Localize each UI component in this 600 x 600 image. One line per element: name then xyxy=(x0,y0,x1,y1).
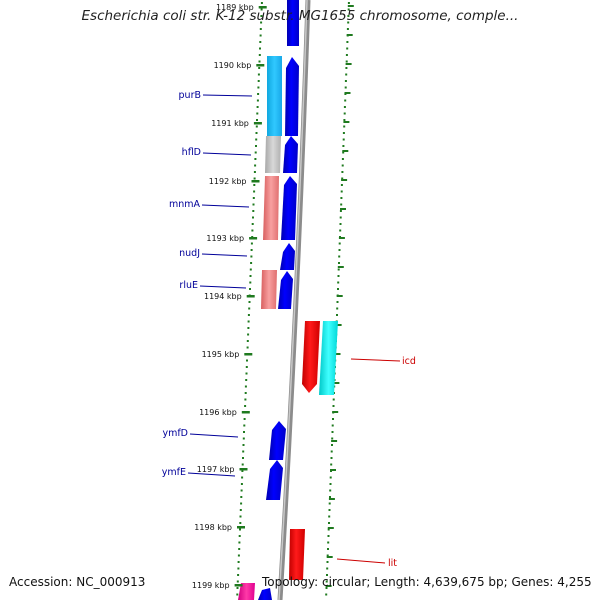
forward-gene-block xyxy=(266,460,283,500)
gene-label-ymfE: ymfE xyxy=(162,467,186,478)
kbp-tick xyxy=(251,180,260,183)
gene-label-hflD: hflD xyxy=(182,147,201,158)
outer-tick-ring xyxy=(325,2,354,596)
kbp-label: 1192 kbp xyxy=(209,177,247,186)
kbp-tick xyxy=(244,353,253,356)
accession-text: Accession: NC_000913 xyxy=(9,575,146,589)
kbp-tick xyxy=(246,295,255,298)
gene-label-lit: lit xyxy=(388,558,397,569)
kbp-label: 1194 kbp xyxy=(204,292,242,301)
kbp-tick xyxy=(249,237,258,240)
forward-gene-block xyxy=(287,0,299,46)
gene-label-ymfD: ymfD xyxy=(162,428,188,439)
gene-leader-line xyxy=(187,472,236,477)
kbp-tick xyxy=(239,468,248,471)
gene-leader-line xyxy=(201,253,248,257)
kbp-tick xyxy=(237,526,245,529)
kbp-tick xyxy=(258,6,267,9)
reverse-gene-block xyxy=(302,321,320,393)
kbp-label: 1191 kbp xyxy=(211,119,249,128)
category-block xyxy=(238,583,255,600)
gene-leader-line xyxy=(189,433,239,438)
kbp-label: 1197 kbp xyxy=(197,465,235,474)
gene-labels: purB hflD mnmA nudJ rluE ymfD ymfE icd lit xyxy=(162,90,416,569)
gene-label-mnmA: mnmA xyxy=(169,199,201,210)
kbp-tick xyxy=(234,584,243,587)
category-block xyxy=(265,136,281,173)
gene-leader-line xyxy=(336,558,386,564)
kbp-label: 1198 kbp xyxy=(194,523,232,532)
reverse-gene-block xyxy=(289,529,305,580)
gene-label-icd: icd xyxy=(402,356,416,367)
category-block xyxy=(261,270,277,309)
kbp-tick xyxy=(241,411,250,414)
kbp-label: 1199 kbp xyxy=(192,581,230,590)
forward-gene-block xyxy=(283,136,298,173)
forward-gene-block xyxy=(280,243,295,270)
forward-gene-block xyxy=(285,57,299,136)
gene-leader-line xyxy=(202,94,253,97)
kbp-label: 1190 kbp xyxy=(214,61,252,70)
map-title: Escherichia coli str. K-12 substr. MG165… xyxy=(81,8,519,24)
kbp-label: 1189 kbp xyxy=(216,3,254,12)
gene-leader-line xyxy=(199,285,247,289)
gene-leader-line xyxy=(202,152,252,156)
gene-label-purB: purB xyxy=(179,90,201,101)
category-block xyxy=(319,321,338,395)
forward-gene-block xyxy=(278,271,293,309)
gene-leader-line xyxy=(350,358,401,362)
forward-gene-block xyxy=(258,588,272,600)
backbone-highlight xyxy=(278,0,308,600)
kbp-label: 1193 kbp xyxy=(206,234,244,243)
forward-gene-block xyxy=(269,421,286,460)
kbp-label: 1195 kbp xyxy=(202,350,240,359)
kbp-tick xyxy=(253,122,262,125)
topology-text: Topology: circular; Length: 4,639,675 bp… xyxy=(262,575,592,589)
gene-blocks xyxy=(238,0,338,600)
kbp-label: 1196 kbp xyxy=(199,408,237,417)
forward-gene-block xyxy=(281,176,297,240)
inner-tick-ring xyxy=(236,2,263,596)
backbone-arc xyxy=(277,0,311,600)
gene-label-nudJ: nudJ xyxy=(179,248,200,259)
kbp-tick xyxy=(256,64,265,67)
category-block xyxy=(267,56,282,136)
gene-label-rluE: rluE xyxy=(179,280,198,291)
category-block xyxy=(263,176,279,240)
gene-leader-line xyxy=(201,204,250,208)
kbp-scale: 1189 kbp 1190 kbp 1191 kbp 1192 kbp 1193 kbp… xyxy=(192,3,267,590)
